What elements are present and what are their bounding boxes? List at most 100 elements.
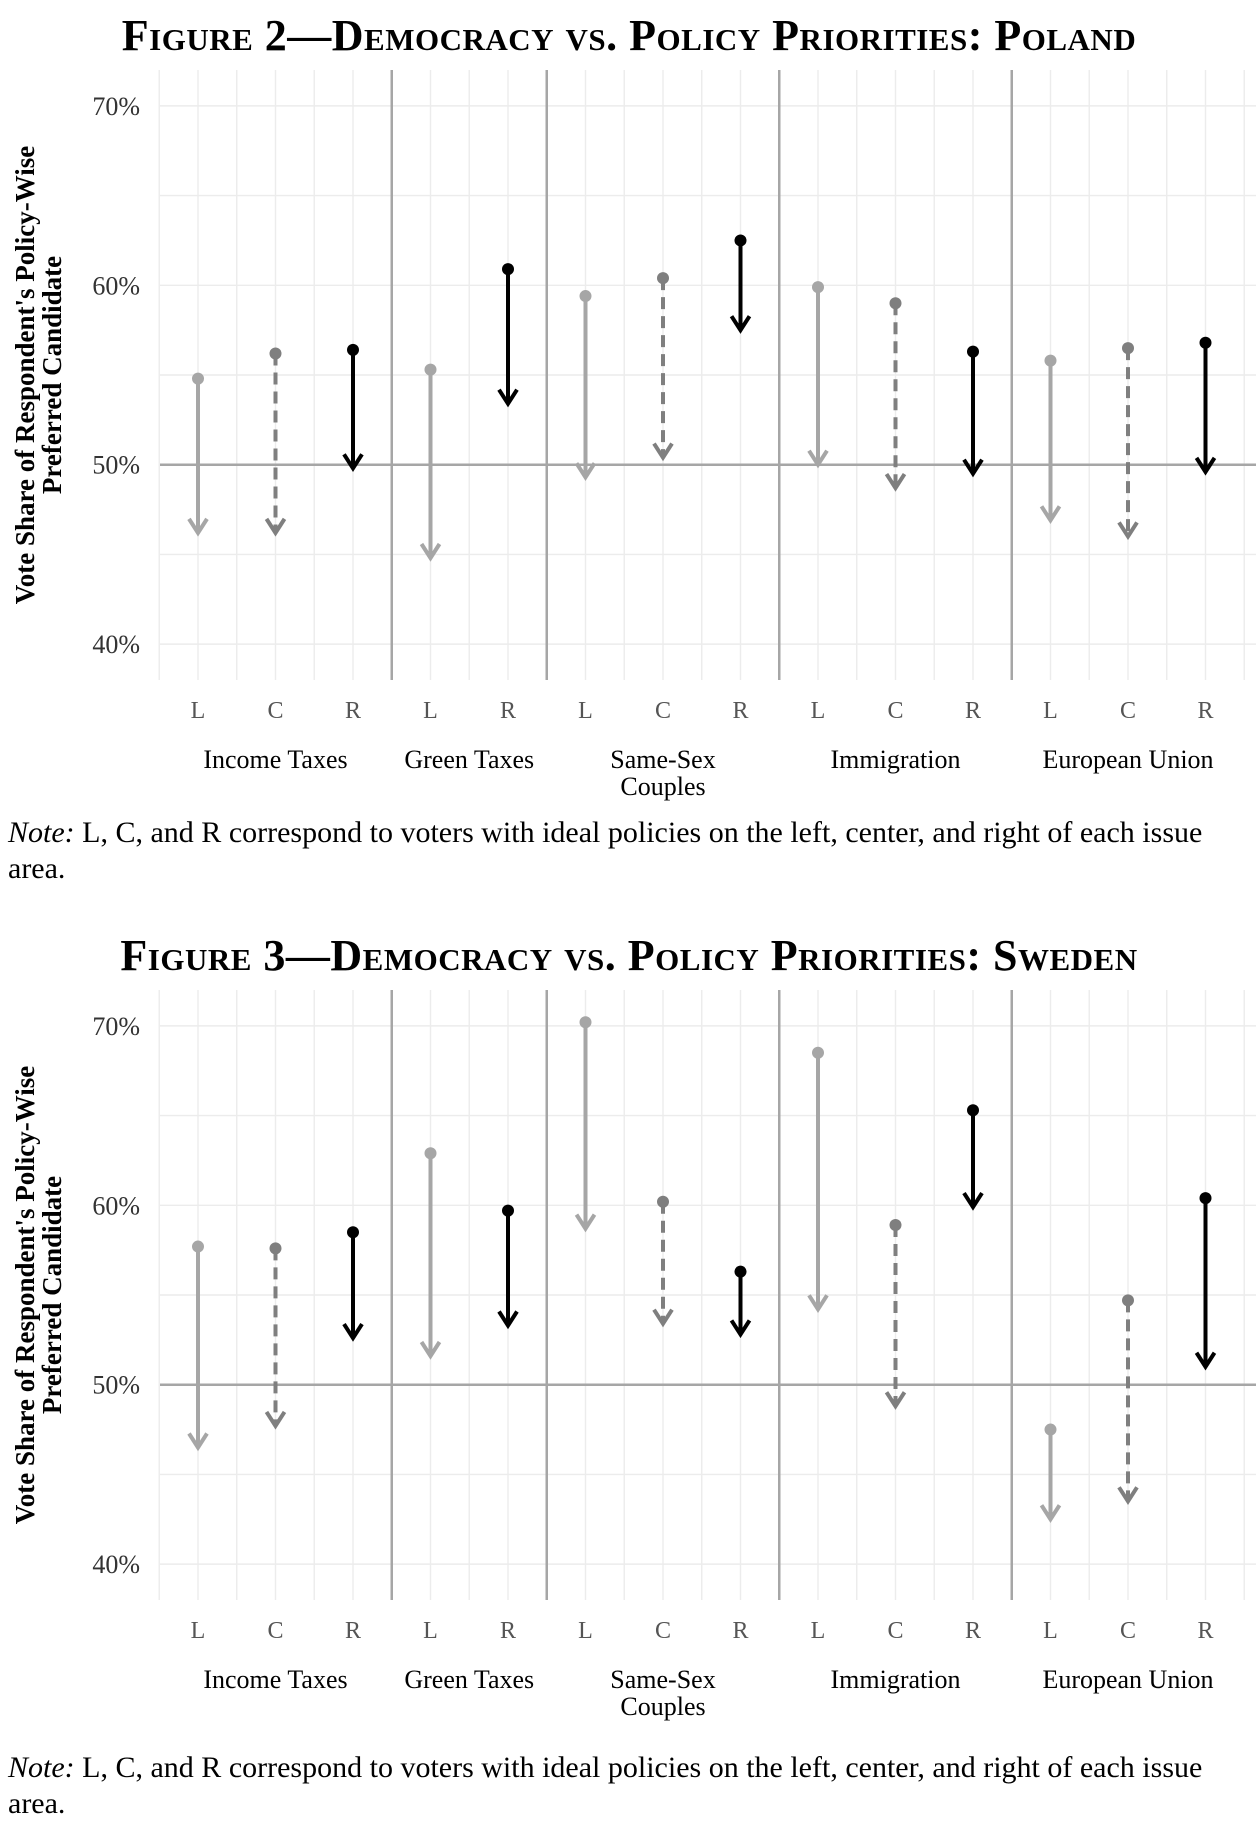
arrow-head <box>574 1213 597 1233</box>
arrow-head <box>1117 521 1139 541</box>
y-tick-label: 70% <box>92 92 140 121</box>
arrow-start-point <box>424 363 437 376</box>
x-tick-label: C <box>655 698 671 724</box>
arrow-L <box>1039 1423 1062 1523</box>
arrow-head <box>264 1410 287 1430</box>
arrow-head <box>419 1340 442 1360</box>
arrow-start-point <box>192 372 204 385</box>
group-label-line: Green Taxes <box>404 1665 534 1694</box>
group-label: Income Taxes <box>203 745 347 774</box>
x-tick-label: C <box>887 1618 903 1644</box>
arrow-head <box>962 1192 984 1211</box>
note-label: Note: <box>8 816 75 849</box>
arrow-R <box>1194 1192 1217 1371</box>
arrow-start-point <box>347 343 359 356</box>
group-label-line: Couples <box>620 1692 705 1721</box>
group-label: Green Taxes <box>404 745 534 774</box>
arrow-R <box>497 1204 519 1330</box>
arrow-L <box>419 363 442 562</box>
arrow-head <box>807 449 829 469</box>
arrow-L <box>419 1147 442 1360</box>
x-tick-label: L <box>423 1618 438 1644</box>
arrow-start-point <box>812 281 824 294</box>
arrow-L <box>1039 354 1062 525</box>
arrow-head <box>807 1294 829 1314</box>
x-tick-label: R <box>345 1618 361 1644</box>
x-tick-label: C <box>887 698 903 724</box>
arrow-start-point <box>657 1195 669 1208</box>
group-label: Immigration <box>831 745 961 774</box>
arrow-start-point <box>579 1016 592 1029</box>
arrow-start-point <box>269 1242 282 1255</box>
x-tick-label: L <box>578 698 593 724</box>
y-tick-label: 70% <box>92 1012 140 1041</box>
x-tick-label: L <box>191 1618 206 1644</box>
arrow-start-point <box>502 263 514 276</box>
x-tick-label: R <box>1197 1618 1213 1644</box>
arrow-R <box>962 345 984 478</box>
group-label-line: Green Taxes <box>404 745 534 774</box>
arrow-head <box>187 1432 209 1452</box>
group-label-line: Income Taxes <box>203 1665 347 1694</box>
arrow-start-point <box>967 1104 979 1117</box>
arrow-R <box>342 343 364 472</box>
x-tick-label: C <box>1120 1618 1136 1644</box>
arrow-C <box>652 272 674 462</box>
x-tick-label: R <box>345 698 361 724</box>
arrow-head <box>574 462 597 481</box>
group-label-line: Couples <box>620 772 705 801</box>
arrow-start-point <box>1199 336 1212 349</box>
x-tick-label: L <box>578 1618 593 1644</box>
arrow-start-point <box>502 1204 514 1217</box>
group-label: European Union <box>1042 745 1213 774</box>
arrow-L <box>574 1016 597 1233</box>
x-tick-label: R <box>500 698 516 724</box>
arrow-start-point <box>424 1147 437 1160</box>
arrow-head <box>1039 1504 1062 1523</box>
x-tick-label: R <box>732 698 748 724</box>
arrow-L <box>807 281 829 469</box>
group-label-line: European Union <box>1042 1665 1213 1694</box>
arrow-start-point <box>1044 354 1057 367</box>
arrow-L <box>807 1046 829 1314</box>
y-tick-label: 40% <box>92 1550 140 1579</box>
arrow-head <box>497 1310 519 1330</box>
arrow-start-point <box>812 1046 824 1059</box>
arrow-R <box>1194 336 1217 476</box>
arrow-R <box>729 234 752 334</box>
arrow-L <box>574 290 597 481</box>
group-label-line: Income Taxes <box>203 745 347 774</box>
arrow-C <box>264 347 287 537</box>
arrow-head <box>497 388 519 408</box>
x-tick-label: L <box>423 698 438 724</box>
group-label: Income Taxes <box>203 1665 347 1694</box>
arrow-R <box>729 1265 752 1339</box>
arrow-R <box>342 1226 364 1342</box>
arrow-head <box>1194 456 1217 476</box>
arrow-C <box>1117 342 1139 541</box>
group-label-line: Immigration <box>831 1665 961 1694</box>
group-label-line: Immigration <box>831 745 961 774</box>
group-label-line: Same-Sex <box>610 1665 715 1694</box>
x-tick-label: L <box>191 698 206 724</box>
arrow-R <box>497 263 519 408</box>
arrow-C <box>264 1242 287 1430</box>
note-label: Note: <box>8 1751 75 1784</box>
group-label: Immigration <box>831 1665 961 1694</box>
figure-note: Note: L, C, and R correspond to voters w… <box>8 1750 1253 1822</box>
arrow-start-point <box>192 1240 204 1253</box>
arrow-start-point <box>889 297 902 310</box>
group-label: Same-Sex Couples <box>610 745 715 801</box>
x-tick-label: C <box>655 1618 671 1644</box>
y-axis-title-line: Vote Share of Respondent's Policy-Wise <box>10 146 40 605</box>
x-tick-label: C <box>1120 698 1136 724</box>
arrow-head <box>652 1308 674 1328</box>
arrow-start-point <box>889 1219 902 1232</box>
arrow-head <box>729 315 752 334</box>
x-tick-label: L <box>811 1618 826 1644</box>
arrow-head <box>962 458 984 478</box>
y-axis-title-line: Vote Share of Respondent's Policy-Wise <box>10 1066 40 1525</box>
arrow-C <box>652 1195 674 1328</box>
y-axis-title: Vote Share of Respondent's Policy-WisePr… <box>10 146 67 605</box>
group-label-line: European Union <box>1042 745 1213 774</box>
